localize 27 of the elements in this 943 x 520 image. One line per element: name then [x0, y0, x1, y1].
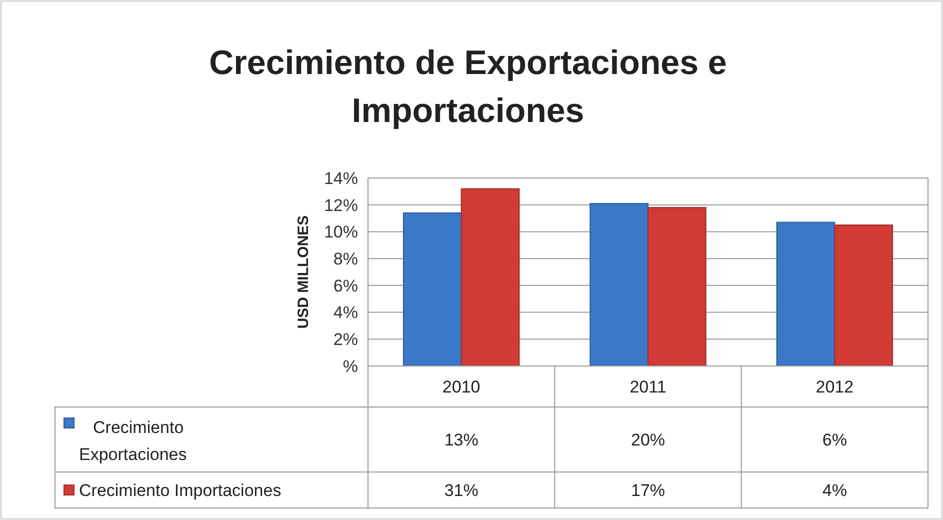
bar — [402, 212, 462, 366]
text: 6% — [822, 430, 847, 450]
x-tick-label: 2011 — [630, 377, 666, 396]
y-tick-label: % — [342, 356, 358, 376]
text: 31% — [444, 480, 478, 500]
y-tick-label: 8% — [333, 250, 358, 269]
bar — [648, 207, 706, 366]
legend-label: Crecimiento Importaciones — [79, 480, 282, 500]
y-tick-label: 10% — [324, 222, 358, 242]
bar — [590, 203, 648, 366]
text: 20% — [630, 430, 666, 450]
x-tick-label: 2010 — [442, 377, 480, 396]
y-tick-label: 14% — [324, 168, 358, 188]
chart-title: Crecimiento de Exportaciones e Importaciones — [209, 44, 727, 130]
y-tick-label: 4% — [333, 303, 358, 322]
text: 4% — [822, 480, 847, 500]
bar — [460, 188, 520, 366]
y-tick-label: 12% — [324, 196, 358, 215]
legend-label: Crecimiento Exportaciones — [79, 418, 187, 464]
bar — [834, 224, 894, 366]
y-tick-label: 6% — [333, 276, 358, 296]
x-tick-label: 2012 — [816, 377, 854, 396]
y-tick-label: 2% — [333, 330, 358, 350]
text: 13% — [444, 430, 478, 450]
bar — [776, 222, 836, 366]
text: 17% — [630, 480, 666, 500]
y-axis-title: USD MILLONES — [295, 215, 312, 329]
